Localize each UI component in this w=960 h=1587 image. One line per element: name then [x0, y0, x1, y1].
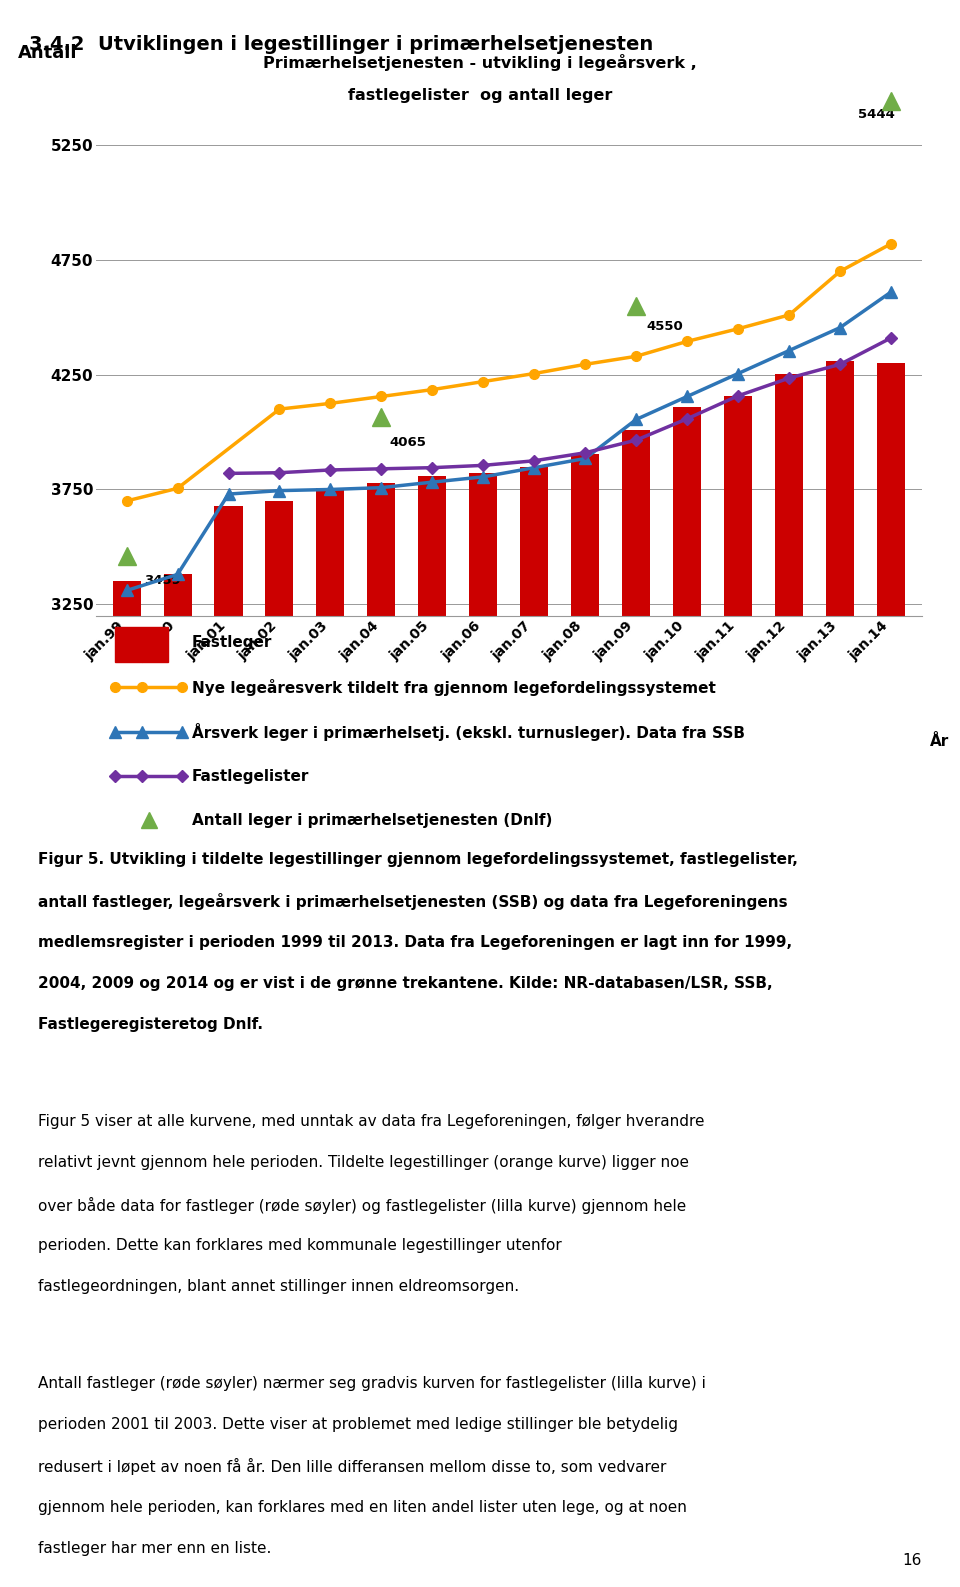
Text: antall fastleger, legeårsverk i primærhelsetjenesten (SSB) og data fra Legeforen: antall fastleger, legeårsverk i primærhe…: [38, 893, 788, 911]
Bar: [266, 501, 294, 616]
Bar: [520, 467, 548, 616]
Text: relativt jevnt gjennom hele perioden. Tildelte legestillinger (orange kurve) lig: relativt jevnt gjennom hele perioden. Ti…: [38, 1155, 689, 1170]
Text: Primærhelsetjenesten - utvikling i legeårsverk ,: Primærhelsetjenesten - utvikling i legeå…: [263, 54, 697, 71]
Bar: [622, 430, 650, 616]
Text: medlemsregister i perioden 1999 til 2013. Data fra Legeforeningen er lagt inn fo: medlemsregister i perioden 1999 til 2013…: [38, 935, 793, 949]
Text: Fastlegeregisteretog Dnlf.: Fastlegeregisteretog Dnlf.: [38, 1017, 263, 1032]
Text: Antall leger i primærhelsetjenesten (Dnlf): Antall leger i primærhelsetjenesten (Dnl…: [192, 813, 552, 828]
Text: 3.4.2  Utviklingen i legestillinger i primærhelsetjenesten: 3.4.2 Utviklingen i legestillinger i pri…: [29, 35, 653, 54]
Text: Figur 5. Utvikling i tildelte legestillinger gjennom legefordelingssystemet, fas: Figur 5. Utvikling i tildelte legestilli…: [38, 852, 799, 867]
Text: Antall: Antall: [17, 44, 77, 62]
Bar: [214, 506, 243, 616]
Bar: [317, 489, 345, 616]
Text: fastleger har mer enn en liste.: fastleger har mer enn en liste.: [38, 1541, 272, 1555]
Text: 16: 16: [902, 1554, 922, 1568]
Text: Fastleger: Fastleger: [192, 635, 273, 651]
Text: 3459: 3459: [144, 573, 181, 587]
Bar: [368, 482, 396, 616]
Text: Fastlegelister: Fastlegelister: [192, 768, 309, 784]
Bar: [571, 454, 599, 616]
Bar: [877, 363, 905, 616]
Text: 5444: 5444: [858, 108, 895, 121]
Text: Figur 5 viser at alle kurvene, med unntak av data fra Legeforeningen, følger hve: Figur 5 viser at alle kurvene, med unnta…: [38, 1114, 705, 1128]
Text: redusert i løpet av noen få år. Den lille differansen mellom disse to, som vedva: redusert i løpet av noen få år. Den lill…: [38, 1458, 667, 1476]
Text: perioden 2001 til 2003. Dette viser at problemet med ledige stillinger ble betyd: perioden 2001 til 2003. Dette viser at p…: [38, 1417, 679, 1431]
Bar: [724, 397, 752, 616]
Bar: [163, 574, 192, 616]
Text: År: År: [930, 735, 949, 749]
Text: 4550: 4550: [646, 321, 684, 333]
Text: 2004, 2009 og 2014 og er vist i de grønne trekantene. Kilde: NR-databasen/LSR, S: 2004, 2009 og 2014 og er vist i de grønn…: [38, 976, 773, 990]
Text: Årsverk leger i primærhelsetj. (ekskl. turnusleger). Data fra SSB: Årsverk leger i primærhelsetj. (ekskl. t…: [192, 722, 745, 741]
Bar: [469, 473, 497, 616]
Text: Nye legeåresverk tildelt fra gjennom legefordelingssystemet: Nye legeåresverk tildelt fra gjennom leg…: [192, 679, 716, 695]
Text: 4065: 4065: [389, 436, 426, 449]
Bar: [112, 581, 140, 616]
Text: gjennom hele perioden, kan forklares med en liten andel lister uten lege, og at : gjennom hele perioden, kan forklares med…: [38, 1500, 687, 1514]
Bar: [673, 406, 701, 616]
Text: Antall fastleger (røde søyler) nærmer seg gradvis kurven for fastlegelister (lil: Antall fastleger (røde søyler) nærmer se…: [38, 1376, 707, 1390]
Bar: [419, 476, 446, 616]
Bar: [775, 373, 804, 616]
Bar: [826, 360, 854, 616]
Text: perioden. Dette kan forklares med kommunale legestillinger utenfor: perioden. Dette kan forklares med kommun…: [38, 1238, 563, 1252]
Text: over både data for fastleger (røde søyler) og fastlegelister (lilla kurve) gjenn: over både data for fastleger (røde søyle…: [38, 1197, 686, 1214]
Text: fastlegeordningen, blant annet stillinger innen eldreomsorgen.: fastlegeordningen, blant annet stillinge…: [38, 1279, 519, 1293]
Text: fastlegelister  og antall leger: fastlegelister og antall leger: [348, 89, 612, 103]
